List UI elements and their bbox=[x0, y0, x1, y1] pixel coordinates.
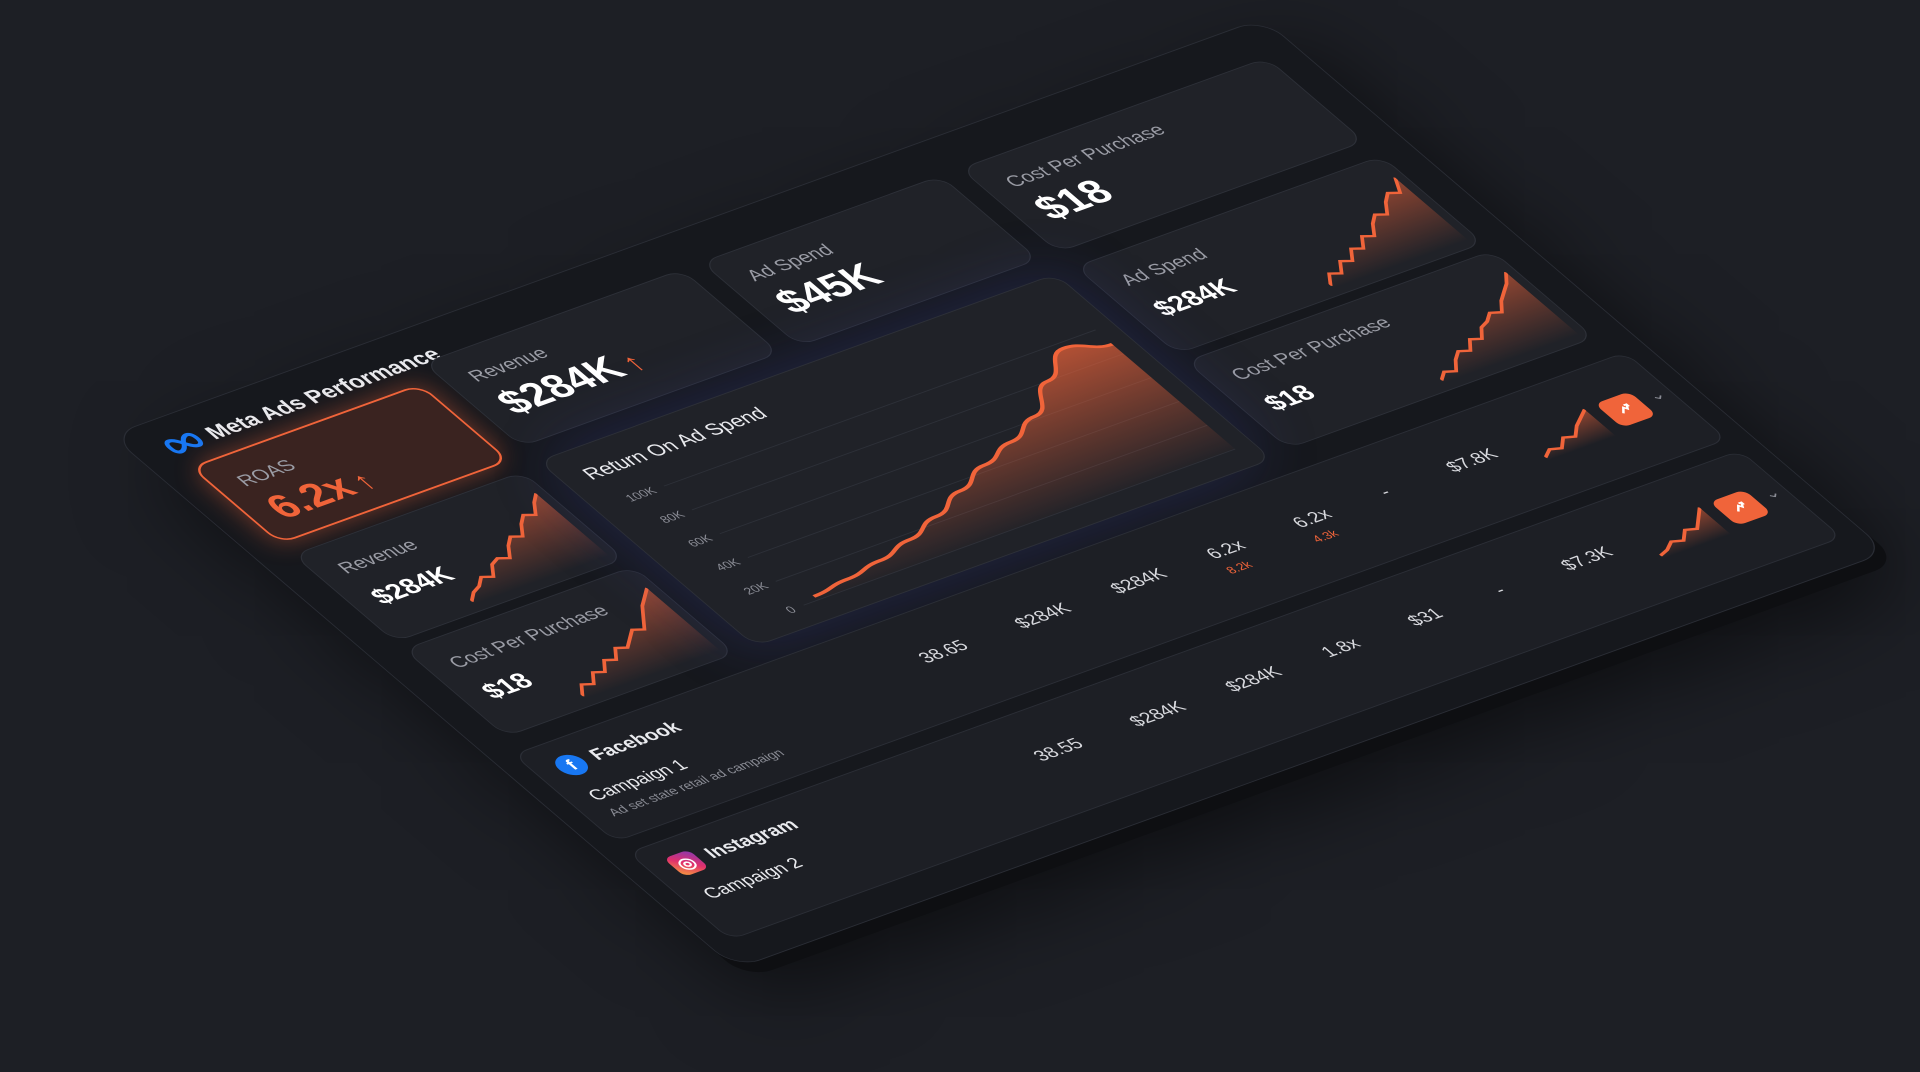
spark-line bbox=[1658, 507, 1702, 557]
spark-value: $18 bbox=[473, 667, 541, 704]
chart-card: Return On Ad Spend 0 20K 40K 60K 80K 100K bbox=[537, 273, 1274, 647]
spark-line bbox=[1543, 408, 1587, 459]
spark-line bbox=[469, 492, 539, 602]
sparkline bbox=[469, 492, 610, 605]
y-tick-label: 20K bbox=[740, 580, 772, 597]
spark-area bbox=[1545, 409, 1616, 461]
trend-arrow: ↑ bbox=[343, 467, 385, 496]
chart-title: Return On Ad Spend bbox=[578, 404, 773, 483]
platform-icon: f bbox=[548, 751, 595, 779]
expand-chevron[interactable]: ⌄ bbox=[1758, 485, 1786, 503]
open-button[interactable] bbox=[1709, 489, 1772, 526]
table-cell: 1.8x bbox=[1316, 634, 1366, 661]
spark-area bbox=[581, 588, 721, 700]
table-cell: - bbox=[1488, 581, 1511, 598]
grid-line bbox=[663, 329, 1097, 487]
y-tick-label: 60K bbox=[684, 532, 716, 549]
sparkline bbox=[1327, 177, 1469, 289]
spark-area bbox=[1441, 272, 1580, 384]
line bbox=[812, 342, 1114, 598]
table-cell: $284K bbox=[1220, 662, 1287, 696]
spark-card: Cost Per Purchase $18 bbox=[1185, 250, 1596, 449]
spark-area bbox=[1329, 177, 1469, 289]
spark-card: Revenue $284K bbox=[292, 471, 626, 643]
sparkline bbox=[579, 587, 721, 700]
spark-line bbox=[579, 587, 649, 697]
sparkline bbox=[1543, 408, 1616, 461]
table-cell: $284K bbox=[1105, 564, 1172, 597]
icon bbox=[1736, 501, 1745, 512]
y-tick-label: 0 bbox=[782, 604, 799, 616]
spark-card: Cost Per Purchase $18 bbox=[403, 565, 737, 737]
dashboard: Meta Ads Performance ROAS 6.2x↑ Revenue $28… bbox=[110, 17, 1889, 970]
spark-line bbox=[1327, 177, 1403, 286]
meta-logo bbox=[164, 432, 204, 454]
table-cell: 38.55 bbox=[1028, 734, 1088, 765]
spark-value: $18 bbox=[1256, 379, 1323, 416]
spark-line bbox=[1439, 271, 1509, 381]
sparkline bbox=[1439, 271, 1580, 384]
icon bbox=[1621, 402, 1630, 414]
expand-chevron[interactable]: ⌄ bbox=[1643, 387, 1671, 405]
cell-sub: 4.3k bbox=[1308, 527, 1343, 546]
table-row: f Facebook Campaign 1 Ad set state retail a… bbox=[512, 351, 1728, 843]
table-cell: $284K bbox=[1124, 697, 1191, 730]
y-tick-label: 100K bbox=[622, 485, 660, 504]
chart: Return On Ad Spend 0 20K 40K 60K 80K 100K bbox=[578, 329, 1236, 616]
open-button[interactable] bbox=[1594, 391, 1658, 428]
spark-area bbox=[1660, 507, 1731, 559]
y-tick-label: 80K bbox=[657, 509, 689, 526]
table-cell: $284K bbox=[1009, 599, 1076, 632]
table-cell: $7.3K bbox=[1555, 543, 1618, 574]
platform-icon: ◎ bbox=[663, 849, 710, 877]
cell-sub: 8.2k bbox=[1222, 558, 1256, 577]
spark-card: Ad Spend $284K bbox=[1074, 155, 1485, 355]
spark-area bbox=[471, 493, 610, 605]
table-row: ◎ Instagram Campaign 2 38.55 $284K $284K 1.8x $… bbox=[627, 449, 1843, 941]
campaign-name: Campaign 2 bbox=[697, 854, 808, 903]
table-cell: $7.8K bbox=[1440, 445, 1503, 476]
table-cell: $31 bbox=[1402, 604, 1448, 630]
y-tick-label: 40K bbox=[712, 556, 744, 573]
table-cell: 38.65 bbox=[913, 636, 974, 667]
table-cell: - bbox=[1373, 483, 1396, 500]
trend-arrow: ↑ bbox=[612, 348, 655, 377]
sparkline bbox=[1658, 507, 1731, 559]
